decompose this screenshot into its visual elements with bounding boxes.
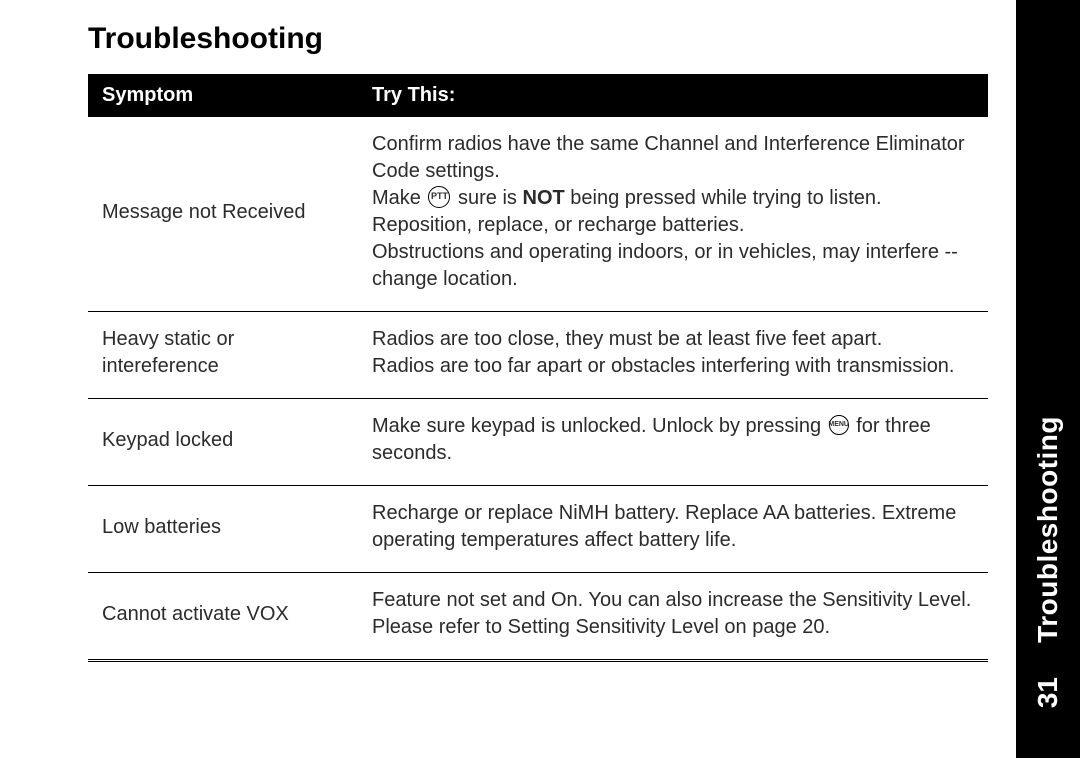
try-cell: Radios are too close, they must be at le… [358, 312, 988, 399]
side-stack: Troubleshooting 31 [1032, 416, 1064, 728]
symptom-cell: Message not Received [88, 117, 358, 312]
table-row: Low batteries Recharge or replace NiMH b… [88, 486, 988, 573]
symptom-cell: Low batteries [88, 486, 358, 573]
manual-page: Troubleshooting Symptom Try This: Messag… [0, 0, 1080, 758]
try-cell: Confirm radios have the same Channel and… [358, 117, 988, 312]
bold-not: NOT [523, 187, 565, 209]
ptt-icon: PTT [428, 186, 450, 208]
page-title: Troubleshooting [88, 22, 988, 56]
try-text-mid: sure is [452, 187, 522, 209]
content-area: Troubleshooting Symptom Try This: Messag… [88, 22, 988, 662]
page-number: 31 [1032, 677, 1064, 708]
try-cell: Recharge or replace NiMH battery. Replac… [358, 486, 988, 573]
table-header-row: Symptom Try This: [88, 74, 988, 117]
menu-icon: MENU [829, 415, 849, 435]
try-cell: Make sure keypad is unlocked. Unlock by … [358, 399, 988, 486]
symptom-cell: Heavy static or intereference [88, 312, 358, 399]
table-row: Message not Received Confirm radios have… [88, 117, 988, 312]
header-try: Try This: [358, 74, 988, 117]
side-section-label: Troubleshooting [1032, 416, 1064, 643]
troubleshooting-table: Symptom Try This: Message not Received C… [88, 74, 988, 662]
header-symptom: Symptom [88, 74, 358, 117]
table-row: Heavy static or intereference Radios are… [88, 312, 988, 399]
table-row: Cannot activate VOX Feature not set and … [88, 573, 988, 661]
try-text-pre: Make sure keypad is unlocked. Unlock by … [372, 415, 827, 437]
symptom-cell: Cannot activate VOX [88, 573, 358, 661]
side-tab: Troubleshooting 31 [1016, 0, 1080, 758]
symptom-cell: Keypad locked [88, 399, 358, 486]
try-cell: Feature not set and On. You can also inc… [358, 573, 988, 661]
table-row: Keypad locked Make sure keypad is unlock… [88, 399, 988, 486]
